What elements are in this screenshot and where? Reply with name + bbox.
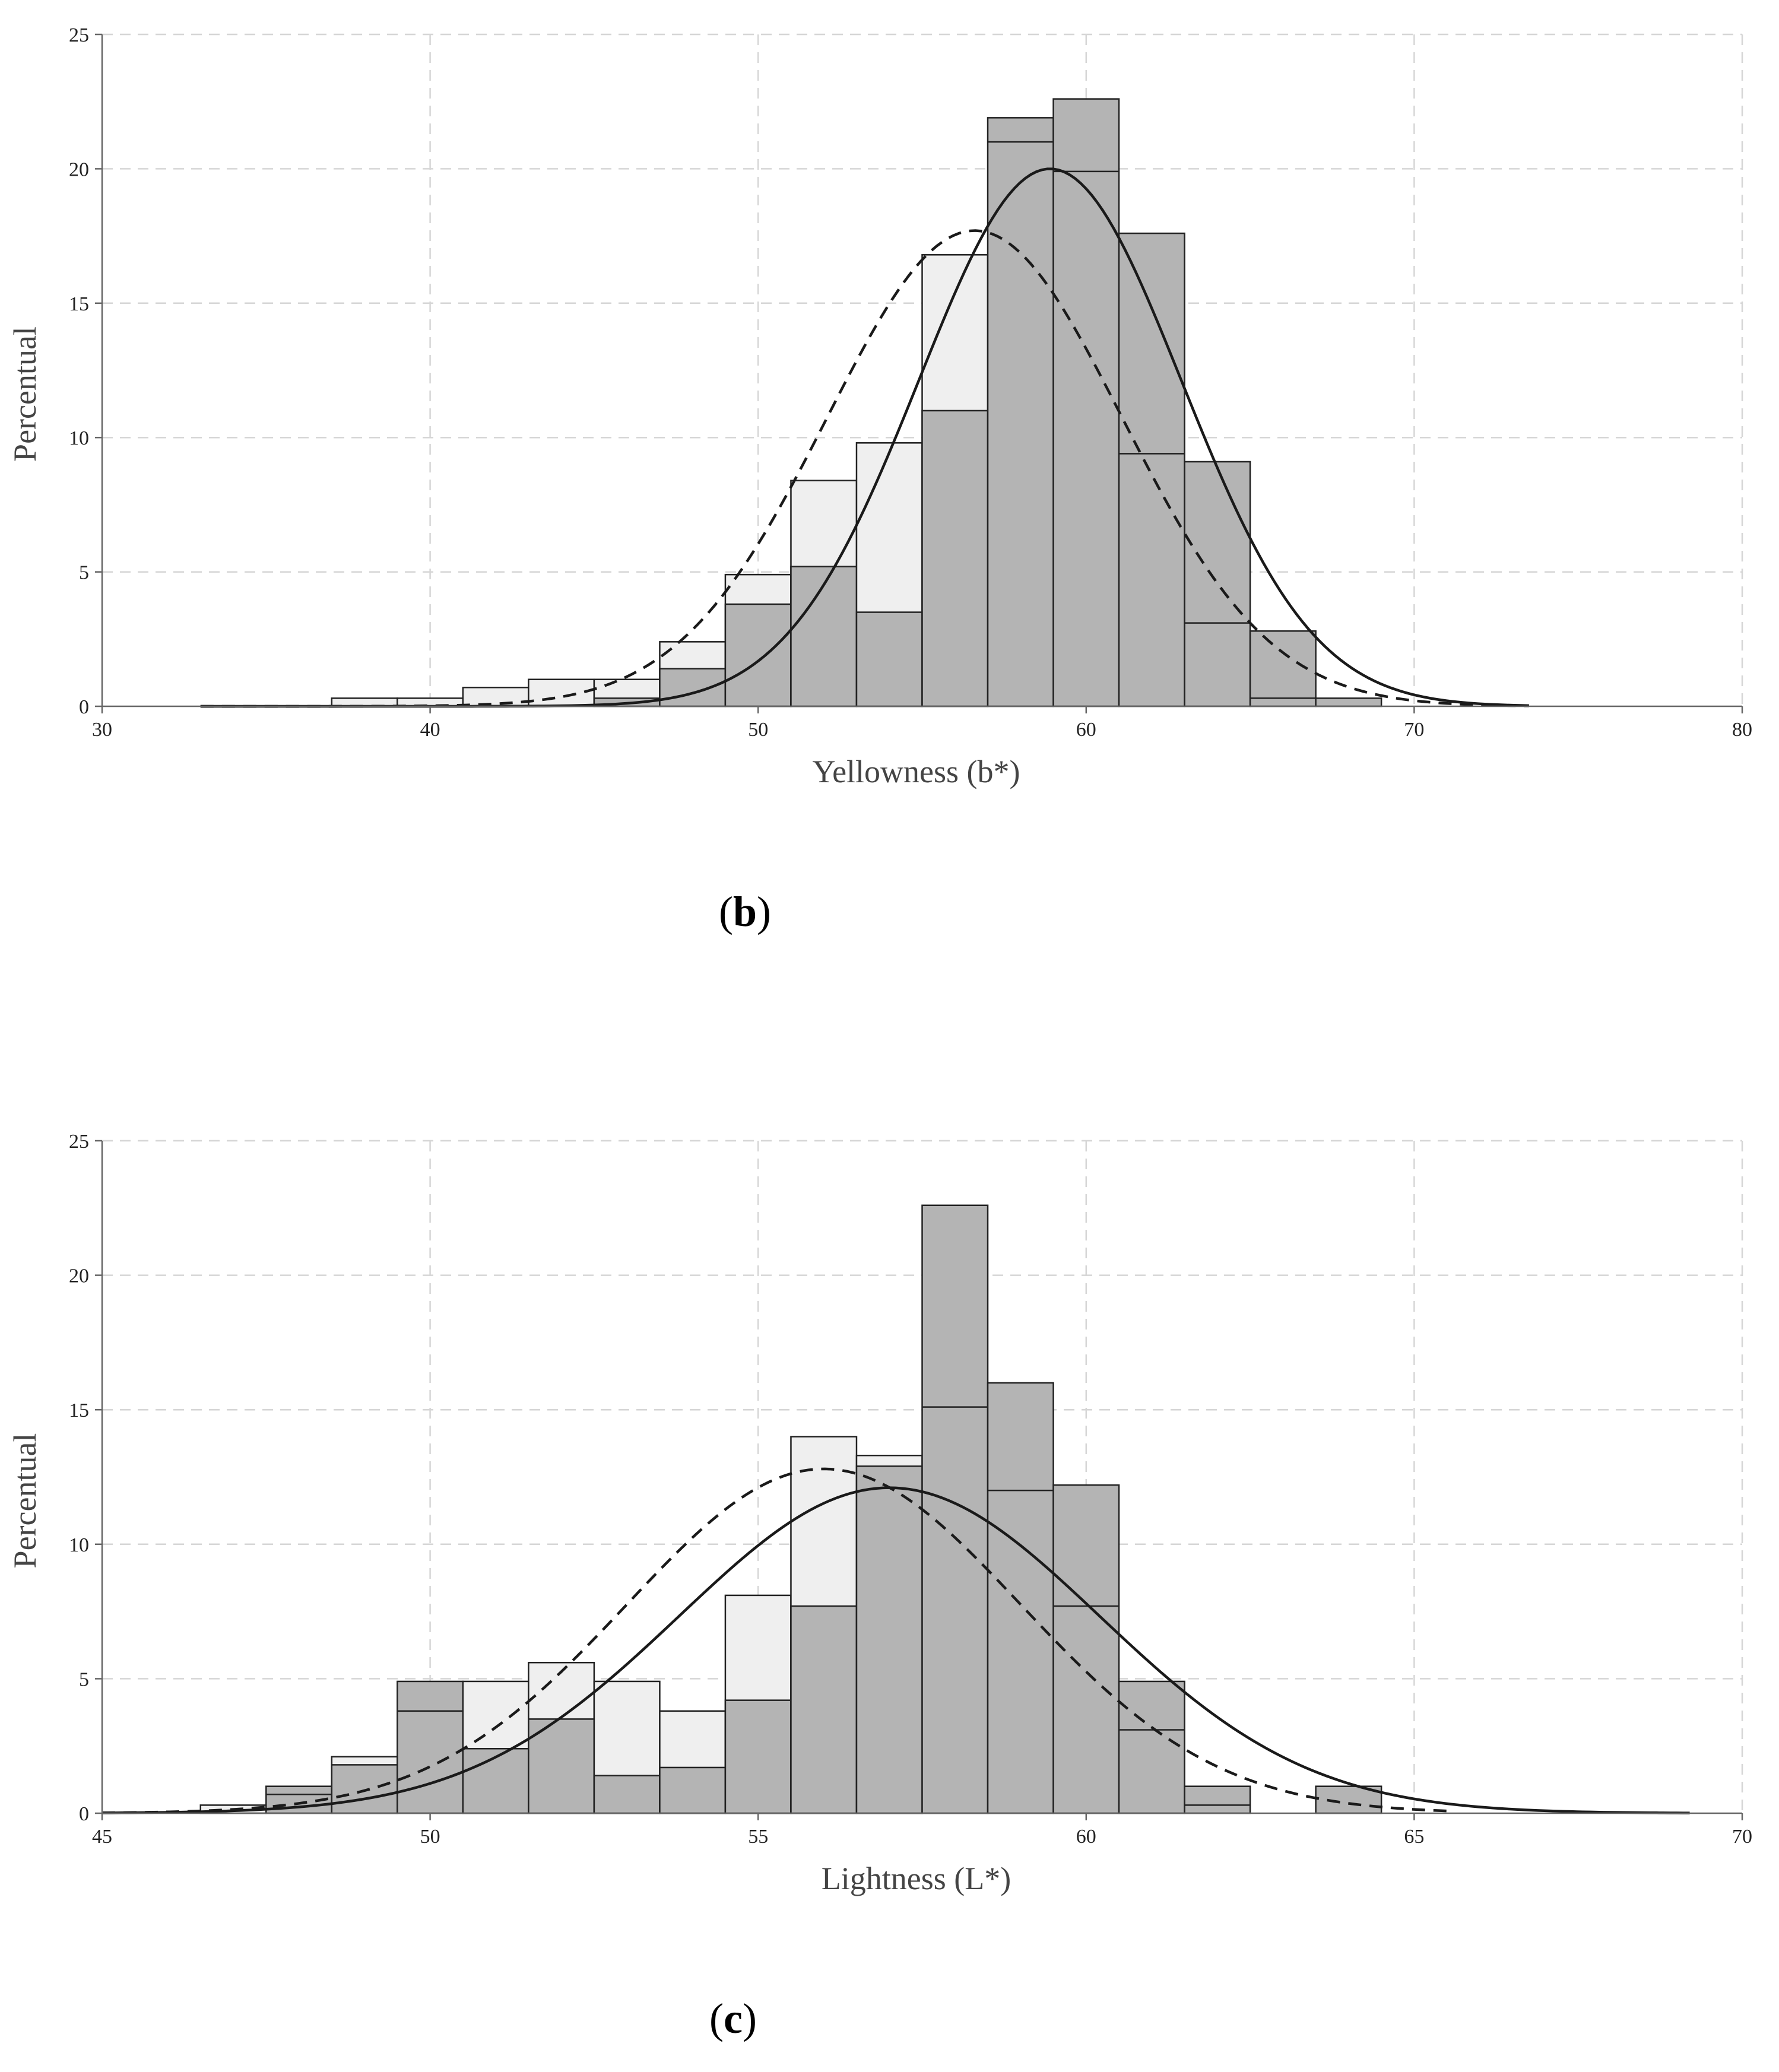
bar-dark: [987, 1382, 1054, 1814]
y-tick-label: 20: [69, 158, 89, 180]
y-tick-label: 25: [69, 24, 89, 46]
bar-dark: [987, 117, 1054, 707]
bar-dark: [659, 668, 727, 707]
bar-dark: [790, 566, 858, 707]
bar-dark: [1118, 232, 1185, 707]
y-tick-label: 5: [79, 1668, 89, 1690]
x-tick-label: 50: [748, 719, 768, 741]
panel-label: (b): [719, 888, 771, 935]
x-tick-label: 70: [1732, 1826, 1752, 1848]
bar-dark: [921, 410, 989, 707]
chart-panel-c: 0 5 10 15 20 25 45 50 55 60 65 70 Lightness (L*) Perc…: [7, 1131, 1752, 2042]
y-tick-label: 0: [79, 1803, 89, 1825]
x-tick-label: 30: [92, 719, 112, 741]
x-tick-label: 80: [1732, 719, 1752, 741]
bar-light: [462, 687, 529, 707]
bar-dark: [1118, 1680, 1185, 1814]
bar-dark: [855, 611, 923, 707]
bar-dark: [593, 1775, 661, 1814]
bar-dark: [724, 1699, 792, 1814]
bar-dark: [855, 1465, 923, 1814]
y-tick-label: 15: [69, 293, 89, 315]
chart-panel-b: 0 5 10 15 20 25 30 40 50 60 70 80 Yellowness (b*) Per…: [7, 24, 1752, 935]
y-tick-label: 20: [69, 1265, 89, 1287]
panel-label: (c): [709, 1995, 757, 2042]
x-tick-label: 65: [1404, 1826, 1424, 1848]
bar-dark: [724, 603, 792, 707]
bar-dark: [397, 1680, 464, 1814]
y-tick-label: 0: [79, 696, 89, 718]
bar-dark: [921, 1204, 989, 1814]
y-tick-label: 5: [79, 562, 89, 584]
bar-dark: [659, 1766, 727, 1814]
y-tick-label: 10: [69, 1534, 89, 1556]
bar-light: [528, 678, 595, 707]
bar-dark: [1184, 1785, 1251, 1814]
bar-dark: [1315, 697, 1382, 707]
x-tick-label: 50: [420, 1826, 440, 1848]
dashed-normal-curve: [102, 1467, 1447, 1814]
x-tick-label: 60: [1076, 719, 1096, 741]
y-axis-label: Percentual: [7, 326, 43, 462]
bar-dark: [462, 1747, 529, 1814]
x-tick-label: 70: [1404, 719, 1424, 741]
x-tick-label: 55: [748, 1826, 768, 1848]
y-axis-label: Percentual: [7, 1433, 43, 1569]
y-tick-label: 15: [69, 1400, 89, 1421]
x-tick-label: 40: [420, 719, 440, 741]
solid-normal-curve: [102, 1486, 1690, 1814]
y-tick-label: 10: [69, 427, 89, 449]
y-tick-label: 25: [69, 1131, 89, 1153]
x-axis-label: Yellowness (b*): [812, 754, 1020, 789]
bar-dark: [1184, 461, 1251, 707]
bar-dark: [331, 1764, 398, 1814]
x-tick-label: 45: [92, 1826, 112, 1848]
bar-dark: [790, 1605, 858, 1814]
x-tick-label: 60: [1076, 1826, 1096, 1848]
x-axis-label: Lightness (L*): [822, 1861, 1011, 1896]
